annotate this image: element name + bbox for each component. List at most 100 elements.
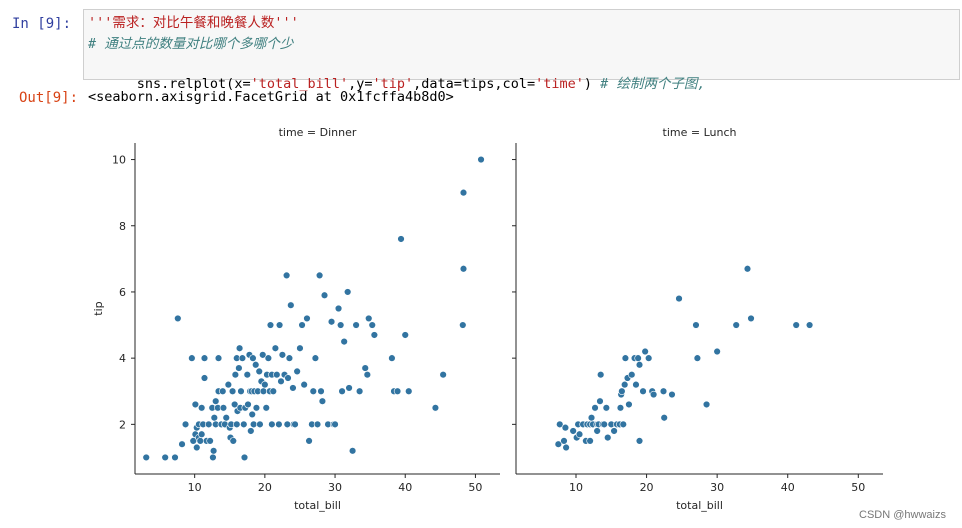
scatter-point — [313, 420, 322, 429]
scatter-point — [616, 420, 624, 429]
code-token: # 绘制两个子图, — [600, 76, 706, 92]
scatter-point — [268, 420, 276, 429]
scatter-point — [264, 354, 273, 362]
scatter-point — [226, 433, 235, 442]
scatter-point — [459, 188, 468, 197]
scatter-point — [214, 387, 223, 395]
scatter-point — [713, 347, 721, 356]
scatter-point — [229, 437, 237, 445]
scatter-point — [583, 420, 591, 429]
scatter-point — [142, 453, 150, 462]
scatter-point — [262, 404, 270, 412]
scatter-point — [589, 420, 597, 429]
scatter-point — [668, 390, 676, 399]
scatter-point — [298, 321, 306, 329]
scatter-point — [702, 400, 711, 409]
scatter-point — [660, 414, 668, 422]
scatter-point — [178, 440, 186, 448]
code-editor[interactable]: '''需求：对比午餐和晚餐人数''' # 通过点的数量对比哪个多哪个少 sns.… — [83, 9, 960, 92]
scatter-point — [188, 354, 196, 362]
scatter-point — [208, 404, 216, 412]
scatter-point — [247, 387, 256, 395]
input-prompt: In [9]: — [12, 16, 72, 32]
scatter-point — [574, 420, 582, 429]
scatter-point — [282, 271, 291, 280]
y-tick-label: 8 — [119, 220, 126, 233]
scatter-point — [599, 420, 607, 429]
scatter-point — [459, 321, 467, 329]
scatter-point — [747, 314, 755, 323]
x-tick-label: 10 — [188, 481, 202, 494]
scatter-point — [212, 420, 220, 429]
scatter-point — [596, 371, 605, 379]
scatter-point — [317, 387, 325, 395]
scatter-point — [199, 420, 207, 429]
scatter-point — [693, 354, 702, 362]
scatter-point — [246, 387, 254, 395]
scatter-point — [238, 354, 247, 362]
scatter-point — [250, 387, 259, 395]
scatter-point — [610, 427, 618, 435]
scatter-point — [459, 265, 468, 273]
scatter-point — [348, 447, 357, 455]
scatter-point — [623, 374, 632, 382]
scatter-point — [219, 387, 227, 395]
scatter-point — [280, 371, 289, 379]
scatter-point — [210, 414, 219, 422]
scatter-point — [334, 304, 343, 313]
scatter-point — [743, 265, 752, 273]
facet-panel-dinner: time = Dinner 10 20 30 40 50 2 4 6 8 10 total_bill t… — [92, 126, 500, 512]
scatter-point — [327, 318, 336, 326]
output-prompt: Out[9]: — [19, 90, 79, 106]
scatter-point — [308, 420, 316, 429]
scatter-point — [619, 420, 627, 429]
scatter-point — [311, 354, 320, 362]
scatter-point — [405, 387, 413, 395]
scatter-point — [340, 337, 348, 346]
facet-panel-lunch: time = Lunch 10 20 30 40 50 total_bill — [512, 126, 883, 512]
scatter-point — [439, 371, 447, 379]
scatter-point — [604, 433, 612, 442]
scatter-point — [197, 430, 206, 438]
scatter-point — [618, 387, 626, 395]
scatter-point — [245, 351, 254, 359]
scatter-point — [236, 404, 244, 412]
facet-title: time = Dinner — [279, 126, 357, 139]
scatter-point — [635, 437, 644, 445]
scatter-point — [600, 420, 608, 429]
scatter-point — [275, 321, 284, 329]
scatter-point — [579, 420, 587, 429]
scatter-point — [293, 367, 301, 376]
x-tick-label: 40 — [398, 481, 412, 494]
scatter-point — [233, 407, 242, 415]
scatter-point — [252, 404, 261, 412]
scatter-point — [572, 433, 581, 442]
scatter-point — [649, 390, 658, 399]
watermark: CSDN @hwwaizs — [859, 509, 946, 521]
code-token: ) — [583, 76, 601, 92]
scatter-point — [365, 314, 373, 323]
scatter-point — [648, 387, 656, 395]
x-tick-label: 20 — [258, 481, 272, 494]
scatter-point — [209, 447, 218, 455]
scatter-point — [287, 301, 295, 309]
scatter-point — [193, 423, 201, 432]
output-repr: <seaborn.axisgrid.FacetGrid at 0x1fcffa4… — [88, 89, 454, 105]
scatter-point — [254, 387, 262, 395]
scatter-point — [219, 404, 228, 412]
scatter-point — [296, 344, 304, 352]
x-tick-label: 50 — [468, 481, 482, 494]
scatter-point — [368, 321, 376, 329]
scatter-point — [247, 427, 255, 435]
scatter-point — [284, 374, 292, 382]
scatter-point — [370, 331, 379, 339]
scatter-point — [196, 437, 204, 445]
scatter-point — [315, 271, 324, 280]
scatter-point — [641, 347, 649, 356]
scatter-point — [200, 354, 209, 362]
scatter-point — [621, 354, 630, 362]
scatter-point — [596, 397, 604, 405]
x-tick-label: 40 — [781, 481, 795, 494]
scatter-point — [562, 443, 570, 452]
code-line-docstring: '''需求：对比午餐和晚餐人数''' — [88, 15, 299, 31]
